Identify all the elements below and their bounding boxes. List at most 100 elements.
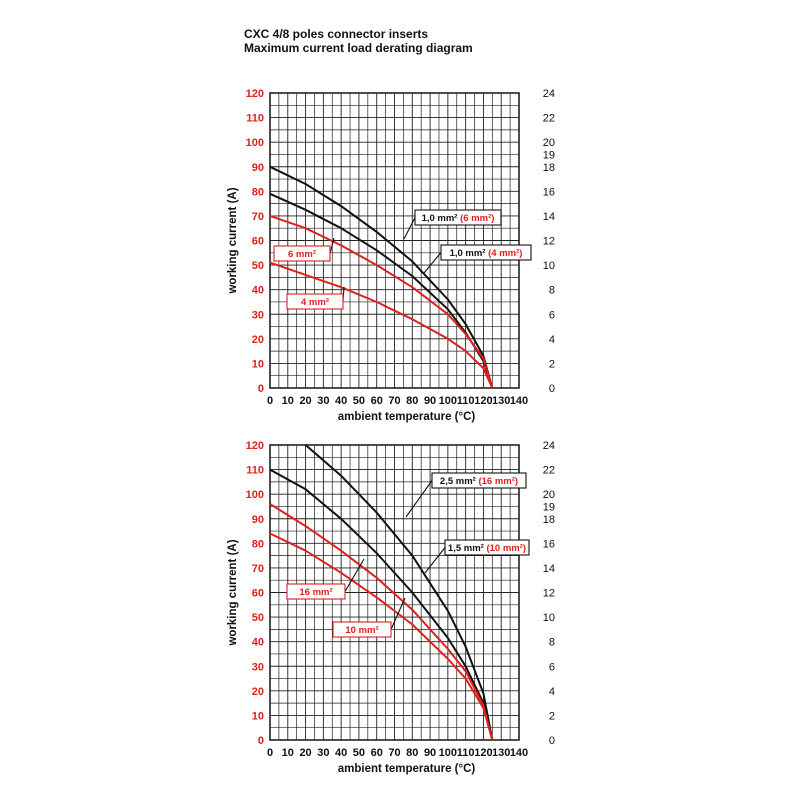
series-line-1 bbox=[269, 165, 494, 389]
y-tick-label-right: 12 bbox=[543, 236, 555, 248]
series-name-paren: (16 mm²) bbox=[478, 476, 518, 487]
series-label: 6 mm² bbox=[273, 237, 335, 262]
y-tick-label-right: 18 bbox=[543, 162, 555, 174]
series-name: 2,5 mm² (16 mm²) bbox=[440, 476, 518, 487]
label-leader-line bbox=[403, 217, 416, 240]
x-tick-label: 50 bbox=[353, 395, 365, 407]
y-tick-label-right: 8 bbox=[549, 637, 555, 649]
y-axis-title: working current (A) bbox=[227, 539, 239, 646]
series-line-3 bbox=[269, 214, 494, 389]
y-tick-label-right: 20 bbox=[543, 489, 555, 501]
x-tick-label: 140 bbox=[510, 747, 528, 759]
x-tick-label: 30 bbox=[317, 747, 329, 759]
y-tick-label-right: 14 bbox=[543, 211, 555, 223]
y-tick-label-right: 4 bbox=[549, 334, 555, 346]
series-name: 1,0 mm² (4 mm²) bbox=[450, 248, 523, 259]
y-tick-label-right: 6 bbox=[549, 661, 555, 673]
x-tick-label: 80 bbox=[406, 747, 418, 759]
x-tick-label: 20 bbox=[299, 395, 311, 407]
y-tick-label-right: 8 bbox=[549, 285, 555, 297]
label-leader-line bbox=[405, 480, 433, 518]
series-line-4 bbox=[269, 532, 494, 741]
series-label: 1,0 mm² (6 mm²) bbox=[403, 209, 502, 240]
label-leader-line bbox=[329, 237, 335, 254]
x-tick-label: 90 bbox=[424, 747, 436, 759]
y-tick-label-right: 16 bbox=[543, 186, 555, 198]
y-tick-label-right: 4 bbox=[549, 686, 555, 698]
y-tick-label-right: 24 bbox=[543, 440, 555, 452]
x-tick-label: 60 bbox=[371, 395, 383, 407]
x-axis-title: ambient temperature (°C) bbox=[338, 763, 476, 775]
label-box bbox=[286, 293, 344, 310]
series-name: 16 mm² bbox=[299, 587, 332, 598]
y-tick-label-left: 40 bbox=[252, 285, 264, 297]
y-tick-label-right: 0 bbox=[549, 383, 555, 395]
series-label: 1,0 mm² (4 mm²) bbox=[423, 244, 532, 274]
x-tick-label: 80 bbox=[406, 395, 418, 407]
y-tick-label-right: 19 bbox=[543, 149, 555, 161]
series-name-main: 1,0 mm² bbox=[422, 213, 461, 224]
x-tick-label: 10 bbox=[282, 395, 294, 407]
grid-lines bbox=[269, 92, 520, 389]
label-box bbox=[440, 244, 532, 261]
y-tick-label-left: 10 bbox=[252, 710, 264, 722]
series-label: 4 mm² bbox=[286, 286, 345, 310]
series-name-main: 2,5 mm² bbox=[440, 476, 479, 487]
y-tick-label-left: 70 bbox=[252, 563, 264, 575]
series-line-2 bbox=[269, 468, 494, 741]
y-tick-label-left: 10 bbox=[252, 358, 264, 370]
x-tick-label: 140 bbox=[510, 395, 528, 407]
plot-frame bbox=[269, 92, 520, 389]
x-tick-label: 130 bbox=[492, 747, 510, 759]
y-tick-label-left: 90 bbox=[252, 162, 264, 174]
chart-panel-2: 0102030405060708090100110120024681012141… bbox=[227, 440, 555, 775]
y-tick-label-left: 100 bbox=[246, 137, 264, 149]
x-tick-label: 10 bbox=[282, 747, 294, 759]
label-box bbox=[273, 245, 331, 262]
y-tick-label-right: 19 bbox=[543, 501, 555, 513]
y-tick-label-left: 30 bbox=[252, 661, 264, 673]
series-name: 1,0 mm² (6 mm²) bbox=[422, 213, 495, 224]
y-tick-label-left: 60 bbox=[252, 236, 264, 248]
series-name-main: 1,0 mm² bbox=[450, 248, 489, 259]
label-box bbox=[444, 539, 530, 556]
y-tick-label-left: 60 bbox=[252, 588, 264, 600]
y-tick-label-left: 0 bbox=[258, 383, 264, 395]
x-tick-label: 110 bbox=[457, 747, 475, 759]
label-leader-line bbox=[423, 252, 442, 274]
y-tick-label-right: 0 bbox=[549, 735, 555, 747]
x-tick-label: 40 bbox=[335, 395, 347, 407]
y-tick-label-left: 0 bbox=[258, 735, 264, 747]
series-name-paren: (6 mm²) bbox=[460, 213, 494, 224]
y-tick-label-left: 110 bbox=[246, 113, 264, 125]
y-tick-label-right: 24 bbox=[543, 88, 555, 100]
y-tick-label-right: 22 bbox=[543, 113, 555, 125]
x-tick-label: 0 bbox=[267, 395, 273, 407]
label-box bbox=[431, 472, 527, 489]
series-name: 1,5 mm² (10 mm²) bbox=[448, 543, 526, 554]
label-leader-line bbox=[344, 558, 365, 592]
y-tick-label-left: 70 bbox=[252, 211, 264, 223]
x-tick-label: 120 bbox=[474, 747, 492, 759]
x-tick-label: 100 bbox=[439, 747, 457, 759]
y-tick-label-left: 80 bbox=[252, 538, 264, 550]
y-tick-label-left: 20 bbox=[252, 686, 264, 698]
y-tick-label-left: 30 bbox=[252, 309, 264, 321]
x-tick-label: 0 bbox=[267, 747, 273, 759]
series-label: 16 mm² bbox=[286, 558, 365, 600]
series-label: 10 mm² bbox=[332, 597, 406, 638]
x-tick-label: 20 bbox=[299, 747, 311, 759]
label-leader-line bbox=[424, 547, 446, 574]
series-name-paren: (4 mm²) bbox=[488, 248, 522, 259]
y-tick-label-right: 10 bbox=[543, 260, 555, 272]
y-tick-label-right: 22 bbox=[543, 465, 555, 477]
x-tick-label: 100 bbox=[439, 395, 457, 407]
y-tick-label-left: 40 bbox=[252, 637, 264, 649]
y-tick-label-left: 50 bbox=[252, 260, 264, 272]
series-name: 6 mm² bbox=[288, 249, 316, 260]
y-tick-label-right: 16 bbox=[543, 538, 555, 550]
series-name: 4 mm² bbox=[301, 297, 329, 308]
chart-panel-1: 0102030405060708090100110120024681012141… bbox=[227, 88, 555, 423]
label-leader-line bbox=[390, 597, 406, 630]
